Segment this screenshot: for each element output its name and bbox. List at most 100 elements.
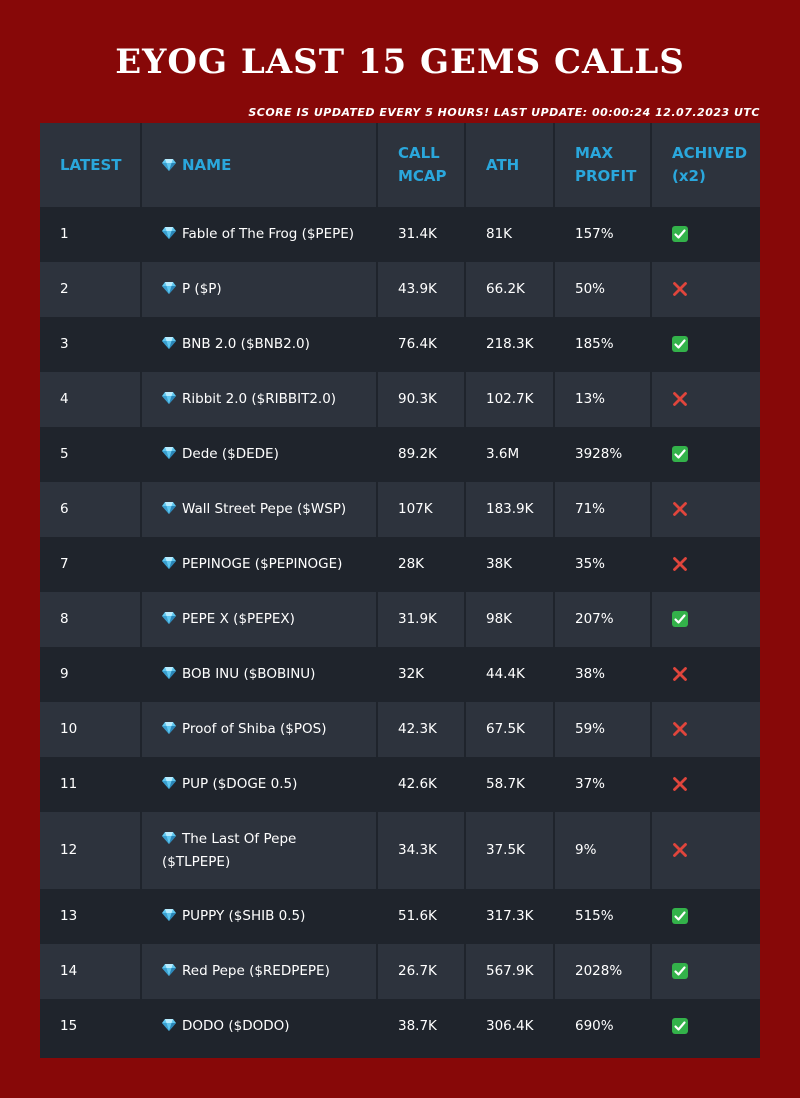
cell-call-mcap: 43.9K bbox=[377, 262, 466, 317]
table-row: 12 The Last Of Pepe ($TLPEPE) 34.3K 37.5K 9% bbox=[40, 812, 760, 889]
gem-icon bbox=[162, 447, 176, 459]
cell-name: Proof of Shiba ($POS) bbox=[141, 702, 378, 757]
cell-call-mcap: 26.7K bbox=[377, 944, 466, 999]
cell-name: PEPE X ($PEPEX) bbox=[141, 592, 378, 647]
gem-name: P ($P) bbox=[182, 281, 222, 297]
page-title: EYOG LAST 15 GEMS CALLS bbox=[115, 42, 685, 82]
cell-achieved bbox=[651, 262, 760, 317]
header-call-mcap-label: CALL MCAP bbox=[398, 144, 447, 185]
table-row: 11 PUP ($DOGE 0.5) 42.6K 58.7K 37% bbox=[40, 757, 760, 812]
cell-name: PUP ($DOGE 0.5) bbox=[141, 757, 378, 812]
cell-latest: 8 bbox=[40, 592, 142, 647]
header-achieved: ACHIVED (x2) bbox=[651, 123, 760, 207]
cell-achieved bbox=[651, 812, 760, 889]
gem-name: PUPPY ($SHIB 0.5) bbox=[182, 908, 306, 924]
cell-achieved bbox=[651, 889, 760, 944]
table-row: 9 BOB INU ($BOBINU) 32K 44.4K 38% bbox=[40, 647, 760, 702]
table-row: 6 Wall Street Pepe ($WSP) 107K 183.9K 71% bbox=[40, 482, 760, 537]
cell-max-profit: 71% bbox=[554, 482, 652, 537]
cell-latest: 13 bbox=[40, 889, 142, 944]
cell-max-profit: 59% bbox=[554, 702, 652, 757]
gem-icon bbox=[162, 227, 176, 239]
cross-mark-icon bbox=[673, 843, 687, 857]
cell-latest: 3 bbox=[40, 317, 142, 372]
gem-name: Proof of Shiba ($POS) bbox=[182, 721, 327, 737]
gem-icon bbox=[162, 667, 176, 679]
gem-name: DODO ($DODO) bbox=[182, 1018, 290, 1034]
cell-ath: 183.9K bbox=[465, 482, 555, 537]
cell-call-mcap: 107K bbox=[377, 482, 466, 537]
gem-name: The Last Of Pepe ($TLPEPE) bbox=[162, 830, 297, 870]
cell-max-profit: 37% bbox=[554, 757, 652, 812]
cell-name: The Last Of Pepe ($TLPEPE) bbox=[141, 812, 378, 889]
cell-achieved bbox=[651, 757, 760, 812]
gem-icon bbox=[162, 612, 176, 624]
cell-latest: 4 bbox=[40, 372, 142, 427]
gem-icon bbox=[162, 1019, 176, 1031]
check-mark-icon bbox=[672, 446, 688, 462]
check-mark-icon bbox=[672, 963, 688, 979]
cell-latest: 7 bbox=[40, 537, 142, 592]
cell-call-mcap: 32K bbox=[377, 647, 466, 702]
cell-max-profit: 690% bbox=[554, 999, 652, 1054]
cell-max-profit: 50% bbox=[554, 262, 652, 317]
cell-latest: 2 bbox=[40, 262, 142, 317]
cell-latest: 15 bbox=[40, 999, 142, 1054]
cell-latest: 5 bbox=[40, 427, 142, 482]
update-notice: SCORE IS UPDATED EVERY 5 HOURS! LAST UPD… bbox=[248, 106, 760, 119]
gem-icon bbox=[162, 282, 176, 294]
cell-ath: 67.5K bbox=[465, 702, 555, 757]
cell-call-mcap: 28K bbox=[377, 537, 466, 592]
check-mark-icon bbox=[672, 1018, 688, 1034]
cell-ath: 37.5K bbox=[465, 812, 555, 889]
cell-call-mcap: 51.6K bbox=[377, 889, 466, 944]
cell-name: PUPPY ($SHIB 0.5) bbox=[141, 889, 378, 944]
gem-name: Dede ($DEDE) bbox=[182, 446, 279, 462]
cell-ath: 58.7K bbox=[465, 757, 555, 812]
cell-achieved bbox=[651, 999, 760, 1054]
cell-latest: 11 bbox=[40, 757, 142, 812]
gem-icon bbox=[162, 392, 176, 404]
cross-mark-icon bbox=[673, 502, 687, 516]
check-mark-icon bbox=[672, 908, 688, 924]
cell-max-profit: 3928% bbox=[554, 427, 652, 482]
cell-name: DODO ($DODO) bbox=[141, 999, 378, 1054]
gem-name: Red Pepe ($REDPEPE) bbox=[182, 963, 330, 979]
cell-call-mcap: 76.4K bbox=[377, 317, 466, 372]
table-row: 1 Fable of The Frog ($PEPE) 31.4K 81K 157% bbox=[40, 207, 760, 262]
header-call-mcap: CALL MCAP bbox=[377, 123, 466, 207]
cell-achieved bbox=[651, 207, 760, 262]
cell-ath: 3.6M bbox=[465, 427, 555, 482]
cell-call-mcap: 90.3K bbox=[377, 372, 466, 427]
cell-call-mcap: 89.2K bbox=[377, 427, 466, 482]
gem-name: PEPINOGE ($PEPINOGE) bbox=[182, 556, 343, 572]
cell-name: BNB 2.0 ($BNB2.0) bbox=[141, 317, 378, 372]
cell-call-mcap: 34.3K bbox=[377, 812, 466, 889]
cell-max-profit: 185% bbox=[554, 317, 652, 372]
cell-call-mcap: 42.6K bbox=[377, 757, 466, 812]
cell-latest: 6 bbox=[40, 482, 142, 537]
cell-max-profit: 207% bbox=[554, 592, 652, 647]
gem-icon bbox=[162, 722, 176, 734]
cell-ath: 98K bbox=[465, 592, 555, 647]
gem-name: BOB INU ($BOBINU) bbox=[182, 666, 316, 682]
gem-icon bbox=[162, 502, 176, 514]
cell-max-profit: 515% bbox=[554, 889, 652, 944]
table-row: 7 PEPINOGE ($PEPINOGE) 28K 38K 35% bbox=[40, 537, 760, 592]
cell-max-profit: 2028% bbox=[554, 944, 652, 999]
header-ath-label: ATH bbox=[486, 155, 520, 174]
cell-latest: 9 bbox=[40, 647, 142, 702]
cell-achieved bbox=[651, 372, 760, 427]
table-row: 2 P ($P) 43.9K 66.2K 50% bbox=[40, 262, 760, 317]
cell-achieved bbox=[651, 944, 760, 999]
table-row: 14 Red Pepe ($REDPEPE) 26.7K 567.9K 2028% bbox=[40, 944, 760, 999]
cell-achieved bbox=[651, 647, 760, 702]
gem-name: Ribbit 2.0 ($RIBBIT2.0) bbox=[182, 391, 337, 407]
header-latest: LATEST bbox=[40, 123, 142, 207]
check-mark-icon bbox=[672, 226, 688, 242]
gem-name: PUP ($DOGE 0.5) bbox=[182, 776, 298, 792]
cell-call-mcap: 31.4K bbox=[377, 207, 466, 262]
cross-mark-icon bbox=[673, 282, 687, 296]
cell-achieved bbox=[651, 427, 760, 482]
header-latest-label: LATEST bbox=[60, 155, 122, 174]
